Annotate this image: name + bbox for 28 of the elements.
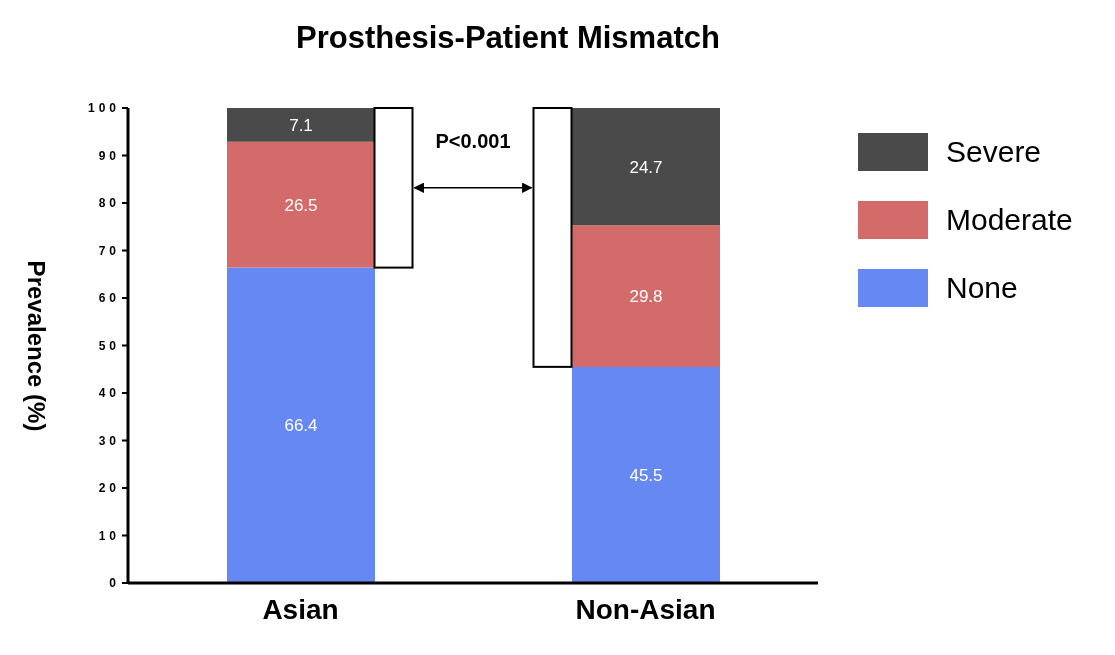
x-tick-label: Asian (262, 593, 339, 625)
data-label: 29.8 (629, 287, 663, 307)
bar (227, 267, 375, 583)
data-label: 66.4 (284, 416, 318, 436)
legend-label: Moderate (946, 203, 1073, 237)
y-tick-label: 70 (98, 243, 120, 258)
y-tick-label: 60 (98, 291, 120, 306)
y-tick-label: 20 (98, 481, 120, 496)
y-tick-label: 30 (98, 433, 120, 448)
y-tick-label: 90 (98, 148, 120, 163)
chart-title: Prosthesis-Patient Mismatch (295, 20, 721, 56)
legend-label: Severe (946, 135, 1042, 169)
y-tick-label: 80 (98, 196, 120, 211)
y-axis-title: Prevalence (%) (22, 260, 50, 431)
data-label: 26.5 (284, 195, 318, 215)
data-label: 7.1 (289, 115, 313, 135)
x-tick-label: Non-Asian (575, 593, 716, 625)
y-tick-label: 50 (98, 338, 120, 353)
y-tick-label: 40 (98, 386, 120, 401)
data-label: 24.7 (629, 157, 663, 177)
y-tick-label: 0 (109, 576, 120, 591)
y-tick-label: 10 (98, 528, 120, 543)
annotation: P<0.001 (435, 129, 511, 152)
legend-label: None (946, 271, 1018, 305)
bar (227, 108, 375, 142)
y-tick-label: 100 (87, 101, 120, 116)
data-label: 45.5 (629, 465, 663, 485)
bar (572, 366, 720, 583)
